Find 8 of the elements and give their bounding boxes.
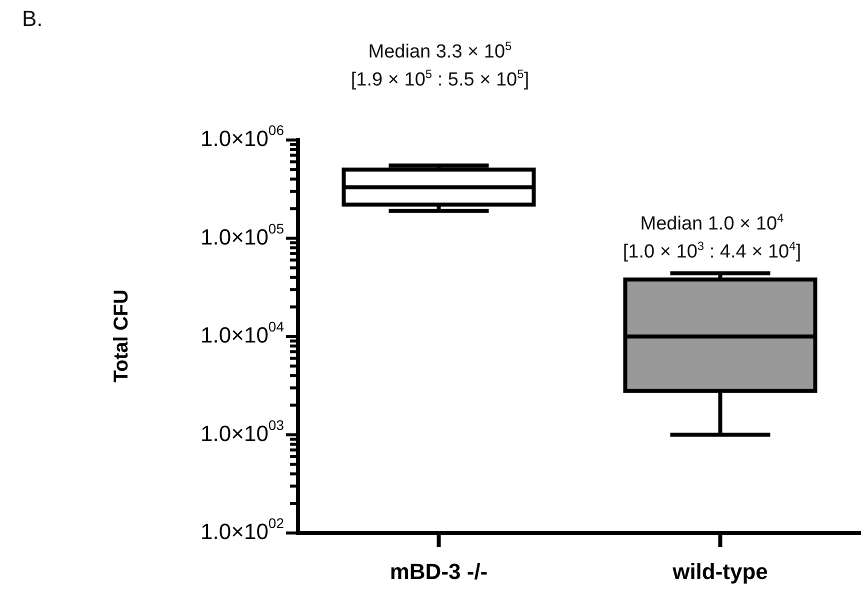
x-tick-label: mBD-3 -/- [390,559,488,584]
text: B. [22,6,43,31]
annotation: [1.0 × 10$^{3}$ : 4.4 × 10$^{4}$] [622,239,802,262]
y-axis-title: Total CFU [110,290,134,382]
text: Median 3.3 × 10$^{5}$ [368,39,512,62]
annotation: Median 1.0 × 10$^{4}$ [640,211,784,234]
text: [1.9 × 10$^{5}$ : 5.5 × 10$^{5}$] [350,67,530,90]
x-tick-label: wild-type [672,559,768,584]
